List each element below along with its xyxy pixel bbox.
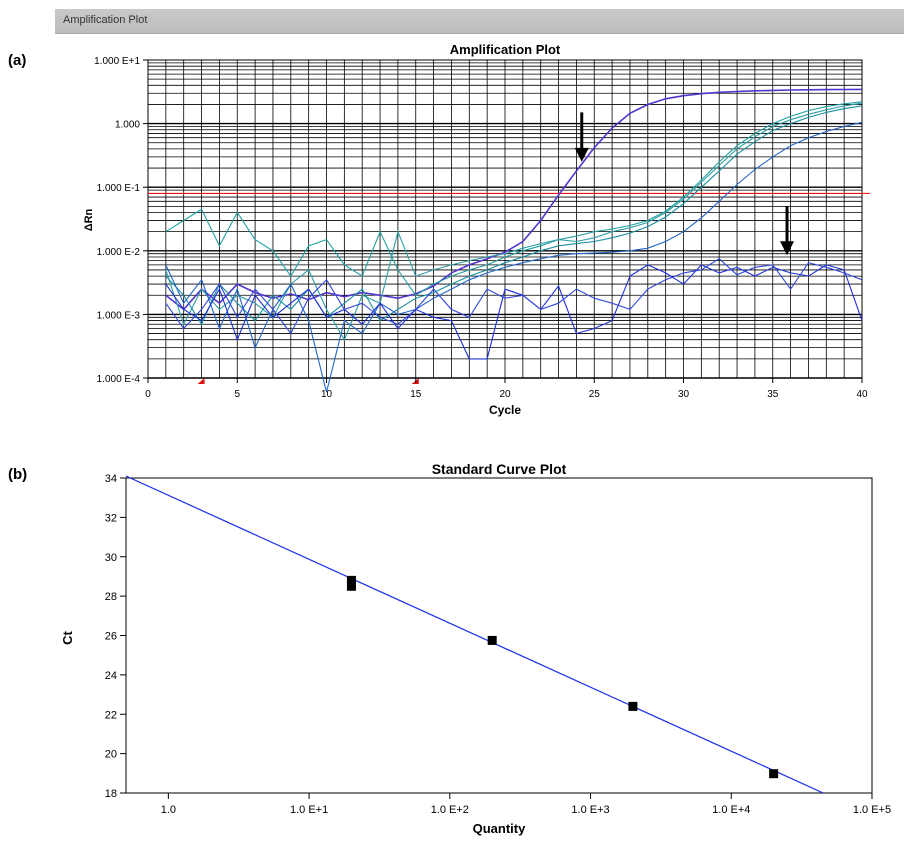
x-tick-label: 1.0 E+2 [431, 804, 469, 816]
y-axis-label: ΔRn [83, 208, 95, 231]
amplification-plot-chart: 1.000 E-4 1.000 E-3 1.000 E-2 1.000 E-1 1.00… [83, 42, 870, 417]
y-tick-label: 1.000 [115, 120, 140, 131]
data-point [487, 635, 497, 645]
y-tick-label: 34 [105, 473, 117, 485]
y-tick-label: 1.000 E-1 [97, 183, 141, 194]
data-point [346, 575, 356, 585]
y-tick-label: 18 [105, 788, 117, 800]
annotation-arrowhead [780, 241, 795, 256]
x-tick-label: 1.0 [161, 804, 176, 816]
x-tick-label: 30 [678, 389, 690, 400]
y-tick-label: 32 [105, 512, 117, 524]
y-tick-label: 1.000 E-2 [97, 247, 141, 258]
x-tick-label: 10 [321, 389, 333, 400]
amplification-series-line [165, 101, 863, 297]
x-tick-label: 1.0 E+5 [853, 804, 891, 816]
x-tick-label: 0 [145, 389, 151, 400]
x-tick-label: 25 [589, 389, 601, 400]
x-tick-label: 40 [856, 389, 868, 400]
y-tick-label: 26 [105, 631, 117, 643]
annotation-arrowhead [574, 147, 589, 162]
x-tick-label: 1.0 E+4 [712, 804, 750, 816]
x-tick-label: 1.0 E+1 [290, 804, 328, 816]
data-point [346, 581, 356, 591]
chart-title: Standard Curve Plot [432, 461, 567, 477]
y-tick-label: 20 [105, 749, 117, 761]
data-point [769, 769, 779, 779]
x-axis-label: Cycle [489, 403, 521, 417]
plot-area [125, 477, 873, 794]
x-tick-label: 5 [234, 389, 240, 400]
y-tick-label: 28 [105, 591, 117, 603]
amplification-series-line [165, 258, 863, 335]
standard-curve-fit-line [125, 475, 824, 794]
baseline-marker [197, 378, 205, 384]
x-tick-label: 1.0 E+3 [571, 804, 609, 816]
window-title: Amplification Plot [63, 14, 148, 26]
window-title-bar: Amplification Plot [55, 9, 904, 34]
y-tick-label: 1.000 E-4 [97, 374, 141, 385]
panel-b-label: (b) [8, 466, 28, 483]
amplification-series-line [165, 105, 863, 326]
y-tick-label: 30 [105, 552, 117, 564]
amplification-series-line [165, 121, 863, 393]
x-axis-label: Quantity [473, 821, 526, 836]
x-tick-label: 35 [767, 389, 779, 400]
x-tick-label: 20 [499, 389, 511, 400]
panel-a-label: (a) [8, 52, 27, 69]
standard-curve-chart: 18 20 22 24 26 28 30 32 34 1.0 1.0 E+1 1.0 E+2 1.0 E… [60, 461, 891, 836]
y-tick-label: 1.000 E-3 [97, 310, 141, 321]
y-tick-label: 1.000 E+1 [94, 56, 140, 67]
x-tick-label: 15 [410, 389, 422, 400]
chart-title: Amplification Plot [450, 42, 561, 57]
amplification-series-line [165, 264, 863, 360]
y-tick-label: 24 [105, 670, 117, 682]
y-tick-label: 22 [105, 709, 117, 721]
y-axis-label: Ct [60, 630, 75, 644]
data-point [628, 701, 638, 711]
amplification-series-line [165, 102, 863, 341]
